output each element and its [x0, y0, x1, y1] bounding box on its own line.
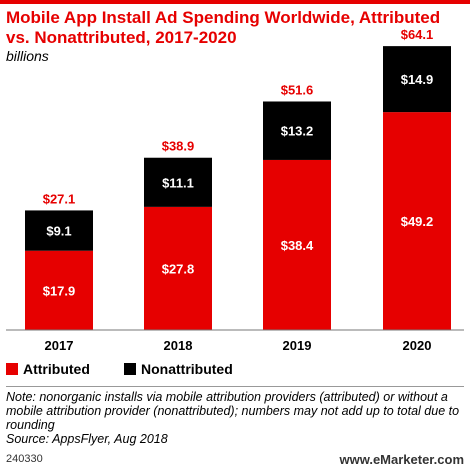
- bar-attributed-2019: [263, 159, 331, 330]
- bar-attributed-2018: [144, 206, 212, 330]
- note-text: Note: nonorganic installs via mobile att…: [6, 390, 460, 432]
- brand-logo: www.eMarketer.com: [339, 452, 464, 467]
- note-block: Note: nonorganic installs via mobile att…: [6, 390, 466, 446]
- x-tick-labels: 2017 2018 2019 2020: [45, 338, 432, 353]
- x-tick-label-2017: 2017: [45, 338, 74, 353]
- brand-suffix: .com: [433, 452, 464, 467]
- source-text: Source: AppsFlyer, Aug 2018: [6, 432, 168, 446]
- bar-nonattributed-2020: [383, 46, 451, 113]
- data-label-nonattributed-2018: $11.1: [162, 175, 194, 190]
- data-label-nonattributed-2020: $14.9: [401, 72, 434, 87]
- data-label-attributed-2020: $49.2: [401, 214, 434, 229]
- bar-attributed-2020: [383, 112, 451, 330]
- total-label-2018: $38.9: [162, 139, 195, 154]
- x-tick-label-2018: 2018: [164, 338, 193, 353]
- legend-item-attributed: Attributed: [6, 361, 90, 377]
- chart-id: 240330: [6, 453, 43, 465]
- total-label-2020: $64.1: [401, 27, 434, 42]
- brand-prefix: www.: [339, 452, 373, 467]
- bar-nonattributed-2018: [144, 157, 212, 207]
- data-label-attributed-2019: $38.4: [281, 238, 314, 253]
- chart-subtitle: billions: [6, 48, 49, 64]
- data-label-nonattributed-2017: $9.1: [46, 224, 71, 239]
- top-accent-bar: [0, 0, 470, 4]
- bar-nonattributed-2017: [25, 210, 93, 251]
- chart-title: Mobile App Install Ad Spending Worldwide…: [6, 8, 441, 47]
- total-label-2019: $51.6: [281, 82, 314, 97]
- note-divider: [6, 386, 464, 387]
- legend-swatch-attributed: [6, 363, 18, 375]
- legend-swatch-nonattributed: [124, 363, 136, 375]
- data-label-attributed-2017: $17.9: [43, 283, 76, 298]
- legend-item-nonattributed: Nonattributed: [124, 361, 233, 377]
- brand-name: eMarketer: [372, 452, 434, 467]
- total-label-2017: $27.1: [43, 191, 76, 206]
- bar-nonattributed-2019: [263, 101, 331, 160]
- bars-group: $17.9 $9.1 $27.1 $27.8 $11.1 $38.9 $38.4 $13.2 $…: [25, 27, 451, 330]
- stacked-bar-chart: $17.9 $9.1 $27.1 $27.8 $11.1 $38.9 $38.4 $13.2 $…: [6, 27, 464, 353]
- data-label-attributed-2018: $27.8: [162, 261, 195, 276]
- data-label-nonattributed-2019: $13.2: [281, 124, 314, 139]
- legend-label-attributed: Attributed: [23, 361, 90, 377]
- x-tick-label-2020: 2020: [403, 338, 432, 353]
- x-tick-label-2019: 2019: [283, 338, 312, 353]
- legend-label-nonattributed: Nonattributed: [141, 361, 233, 377]
- bar-attributed-2017: [25, 250, 93, 330]
